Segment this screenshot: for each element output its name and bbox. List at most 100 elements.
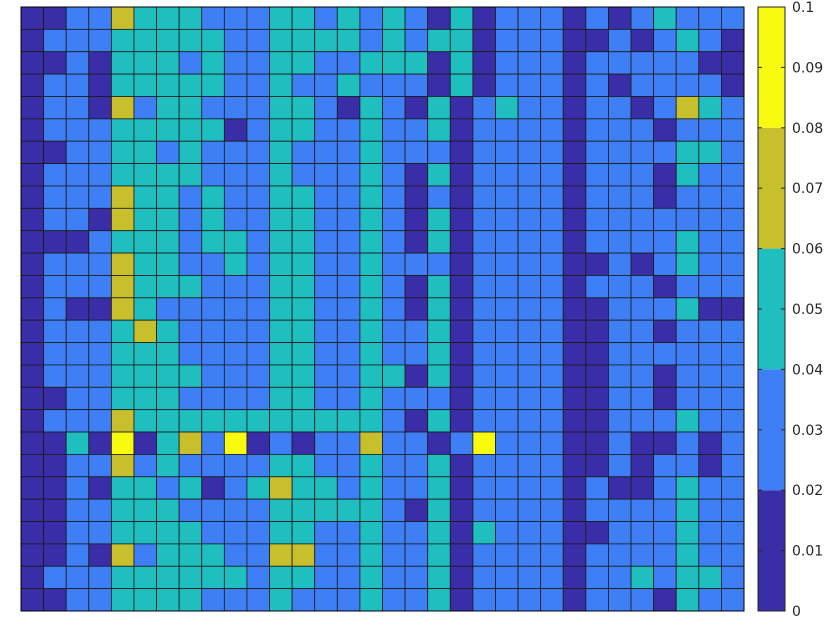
- heatmap-cell: [223, 364, 248, 388]
- heatmap-cell: [201, 163, 225, 187]
- heatmap-cell: [201, 386, 225, 411]
- heatmap-cell: [675, 498, 700, 522]
- heatmap-cell: [43, 342, 67, 366]
- heatmap-cell: [291, 28, 316, 53]
- heatmap-cell: [246, 588, 270, 612]
- heatmap-cell: [291, 543, 316, 567]
- heatmap-cell: [449, 51, 474, 75]
- heatmap-cell: [585, 96, 609, 120]
- heatmap-cell: [449, 275, 474, 299]
- heatmap-cell: [404, 252, 429, 276]
- heatmap-cell: [653, 230, 677, 254]
- heatmap-cell: [382, 476, 406, 500]
- heatmap-cell: [449, 252, 474, 276]
- heatmap-cell: [540, 140, 564, 164]
- heatmap-cell: [20, 28, 44, 53]
- heatmap-cell: [585, 319, 609, 343]
- heatmap-cell: [608, 6, 632, 30]
- heatmap-cell: [201, 431, 225, 455]
- heatmap-cell: [382, 252, 406, 276]
- heatmap-cell: [314, 565, 338, 590]
- heatmap-cell: [178, 28, 203, 53]
- heatmap-cell: [291, 431, 316, 455]
- heatmap-cell: [382, 230, 406, 254]
- heatmap-cell: [472, 6, 496, 30]
- heatmap-cell: [404, 185, 429, 209]
- colorbar-tick-label: 0: [792, 604, 801, 620]
- heatmap-cell: [517, 163, 542, 187]
- heatmap-cell: [314, 543, 338, 567]
- heatmap-cell: [585, 297, 609, 321]
- heatmap-cell: [88, 28, 112, 53]
- heatmap-cell: [608, 96, 632, 120]
- heatmap-cell: [201, 51, 225, 75]
- heatmap-cell: [630, 140, 655, 164]
- heatmap-cell: [721, 163, 745, 187]
- heatmap-cell: [156, 51, 180, 75]
- heatmap-cell: [269, 342, 293, 366]
- heatmap-cell: [540, 73, 564, 97]
- heatmap-cell: [156, 140, 180, 164]
- heatmap-cell: [156, 476, 180, 500]
- heatmap-cell: [630, 118, 655, 142]
- heatmap-cell: [43, 163, 67, 187]
- heatmap-cell: [336, 73, 361, 97]
- heatmap-cell: [65, 297, 90, 321]
- heatmap-cell: [585, 230, 609, 254]
- heatmap-cell: [223, 454, 248, 478]
- heatmap-cell: [540, 431, 564, 455]
- heatmap-cell: [336, 6, 361, 30]
- heatmap-cell: [133, 73, 157, 97]
- heatmap-cell: [110, 521, 135, 545]
- heatmap-cell: [562, 588, 587, 612]
- heatmap-cell: [88, 364, 112, 388]
- heatmap-cell: [133, 454, 157, 478]
- heatmap-cell: [269, 163, 293, 187]
- heatmap-cell: [585, 543, 609, 567]
- heatmap-cell: [630, 185, 655, 209]
- heatmap-cell: [449, 364, 474, 388]
- heatmap-cell: [449, 588, 474, 612]
- heatmap-cell: [562, 252, 587, 276]
- heatmap-cell: [404, 588, 429, 612]
- heatmap-cell: [540, 521, 564, 545]
- heatmap-cell: [721, 476, 745, 500]
- colorbar-tick-label: 0.02: [792, 483, 823, 499]
- heatmap-cell: [291, 275, 316, 299]
- heatmap-cell: [43, 521, 67, 545]
- heatmap-cell: [291, 96, 316, 120]
- heatmap-cell: [156, 454, 180, 478]
- heatmap-cell: [562, 185, 587, 209]
- heatmap-cell: [269, 319, 293, 343]
- heatmap-cell: [630, 6, 655, 30]
- heatmap-cell: [562, 297, 587, 321]
- heatmap-cell: [43, 6, 67, 30]
- colorbar-bin: [758, 369, 785, 491]
- heatmap-cell: [495, 521, 519, 545]
- heatmap-cell: [449, 521, 474, 545]
- heatmap-cell: [585, 118, 609, 142]
- heatmap-cell: [608, 409, 632, 433]
- heatmap-cell: [562, 386, 587, 411]
- heatmap-cell: [133, 252, 157, 276]
- heatmap-cell: [721, 543, 745, 567]
- heatmap-cell: [608, 454, 632, 478]
- heatmap-cell: [65, 96, 90, 120]
- heatmap-cell: [291, 454, 316, 478]
- heatmap-cell: [43, 476, 67, 500]
- heatmap-cell: [88, 386, 112, 411]
- heatmap-cell: [495, 163, 519, 187]
- heatmap-cell: [43, 588, 67, 612]
- heatmap-cell: [133, 319, 157, 343]
- heatmap-cell: [20, 230, 44, 254]
- heatmap-cell: [178, 565, 203, 590]
- heatmap-cell: [110, 118, 135, 142]
- heatmap-cell: [314, 275, 338, 299]
- heatmap-cell: [404, 275, 429, 299]
- colorbar-bin: [758, 127, 785, 249]
- colorbar-tick-label: 0.05: [792, 302, 823, 318]
- heatmap-cell: [608, 185, 632, 209]
- heatmap-cell: [540, 342, 564, 366]
- heatmap-cell: [449, 297, 474, 321]
- heatmap-cell: [472, 207, 496, 232]
